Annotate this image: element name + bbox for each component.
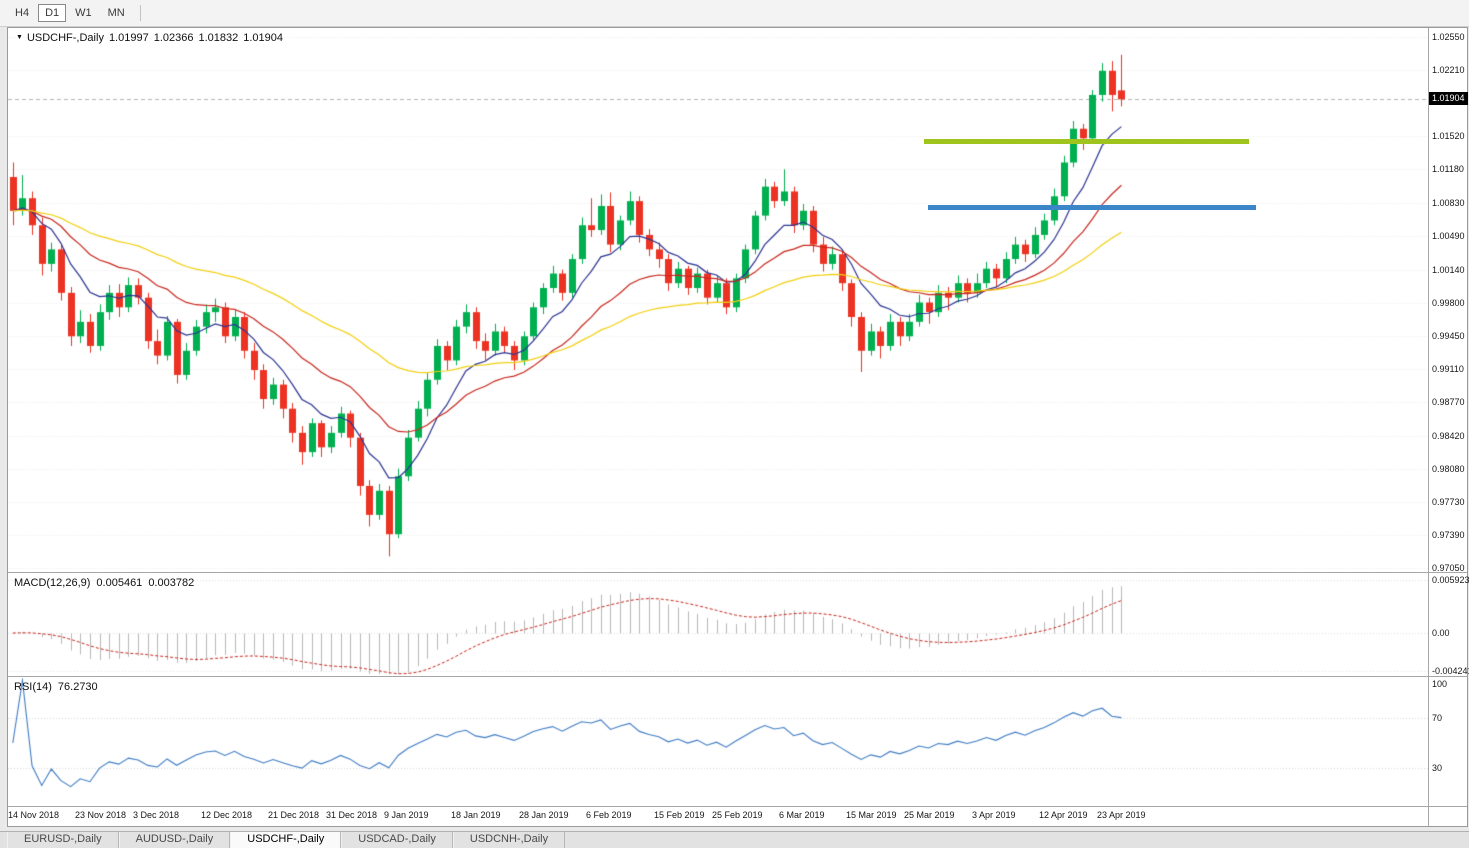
time-axis-label: 15 Feb 2019	[654, 810, 705, 820]
time-axis-label: 25 Feb 2019	[712, 810, 763, 820]
macd-signal-value: 0.003782	[148, 577, 195, 589]
rsi-axis-label: 70	[1432, 713, 1443, 723]
timeframe-mn-button[interactable]: MN	[101, 4, 132, 22]
time-axis-label: 15 Mar 2019	[846, 810, 897, 820]
ohlc-low: 1.01832	[198, 32, 239, 44]
price-axis-label: 1.01520	[1432, 131, 1465, 141]
time-axis-label: 12 Dec 2018	[201, 810, 253, 820]
time-axis-label: 28 Jan 2019	[519, 810, 569, 820]
time-axis-label: 9 Jan 2019	[384, 810, 429, 820]
time-axis-label: 31 Dec 2018	[326, 810, 378, 820]
price-chart-canvas[interactable]	[8, 28, 1428, 572]
price-axis-label: 0.97050	[1432, 563, 1465, 573]
tab-usdchf-daily[interactable]: USDCHF-,Daily	[230, 832, 342, 848]
macd-label: MACD(12,26,9) 0.005461 0.003782	[14, 577, 194, 589]
price-axis-label: 0.98080	[1432, 464, 1465, 474]
price-axis-label: 0.99450	[1432, 331, 1465, 341]
price-axis-label: 0.99110	[1432, 364, 1464, 374]
tab-eurusd-daily[interactable]: EURUSD-,Daily	[7, 832, 119, 848]
time-axis-label: 6 Mar 2019	[779, 810, 825, 820]
timeframe-w1-button[interactable]: W1	[68, 4, 99, 22]
collapse-arrow-icon: ▼	[16, 34, 23, 41]
panel-splitter[interactable]	[8, 572, 1467, 573]
macd-axis-label: 0.005923	[1432, 575, 1469, 585]
price-axis-label: 1.01180	[1432, 164, 1464, 174]
time-axis-border	[8, 806, 1467, 807]
ohlc-close: 1.01904	[243, 32, 283, 44]
price-axis-label: 0.97730	[1432, 497, 1465, 507]
rsi-axis-label: 100	[1432, 679, 1448, 689]
chart-window: ▼ USDCHF-,Daily 1.01997 1.02366 1.01832 1.019…	[7, 27, 1469, 827]
symbol-period-label: USDCHF-,Daily	[26, 32, 104, 44]
price-axis-label: 1.02550	[1432, 32, 1465, 42]
price-axis-label: 0.98770	[1432, 397, 1465, 407]
price-axis-label: 1.02210	[1432, 65, 1465, 75]
price-axis-separator	[1428, 28, 1429, 826]
resistance-line[interactable]	[924, 139, 1249, 144]
time-axis-label: 3 Apr 2019	[972, 810, 1016, 820]
macd-axis-label: -0.004241	[1432, 666, 1469, 676]
ohlc-open: 1.01997	[108, 32, 149, 44]
price-axis-label: 1.00490	[1432, 231, 1465, 241]
time-axis-label: 12 Apr 2019	[1039, 810, 1088, 820]
time-axis-label: 23 Nov 2018	[75, 810, 127, 820]
price-axis-label: 0.99800	[1432, 298, 1465, 308]
macd-canvas[interactable]	[8, 574, 1428, 676]
time-axis-label: 14 Nov 2018	[8, 810, 60, 820]
chart-tabs-bar: EURUSD-,Daily AUDUSD-,Daily USDCHF-,Dail…	[0, 831, 1469, 848]
chart-title: ▼ USDCHF-,Daily 1.01997 1.02366 1.01832 1.019…	[16, 32, 283, 44]
current-price-badge: 1.01904	[1429, 92, 1468, 105]
rsi-value: 76.2730	[57, 681, 98, 693]
time-axis-label: 25 Mar 2019	[904, 810, 955, 820]
price-axis-label: 0.98420	[1432, 431, 1465, 441]
support-line[interactable]	[928, 205, 1256, 210]
timeframe-toolbar: H4 D1 W1 MN	[0, 0, 1469, 27]
timeframe-d1-button[interactable]: D1	[38, 4, 67, 22]
ohlc-high: 1.02366	[153, 32, 194, 44]
price-axis-label: 1.00830	[1432, 198, 1465, 208]
time-axis-label: 18 Jan 2019	[451, 810, 501, 820]
tab-audusd-daily[interactable]: AUDUSD-,Daily	[118, 832, 231, 848]
rsi-label: RSI(14) 76.2730	[14, 681, 98, 693]
rsi-axis-label: 30	[1432, 763, 1443, 773]
price-axis-label: 0.97390	[1432, 530, 1465, 540]
rsi-name: RSI(14)	[14, 681, 52, 693]
tab-usdcnh-daily[interactable]: USDCNH-,Daily	[452, 832, 566, 848]
macd-axis-label: 0.00	[1432, 628, 1450, 638]
price-axis-label: 1.00140	[1432, 265, 1465, 275]
panel-splitter[interactable]	[8, 676, 1467, 677]
time-axis-label: 23 Apr 2019	[1097, 810, 1146, 820]
time-axis-label: 21 Dec 2018	[268, 810, 320, 820]
toolbar-separator	[139, 5, 141, 21]
macd-main-value: 0.005461	[96, 577, 143, 589]
tab-usdcad-daily[interactable]: USDCAD-,Daily	[341, 832, 453, 848]
timeframe-h4-button[interactable]: H4	[8, 4, 36, 22]
time-axis-label: 3 Dec 2018	[133, 810, 180, 820]
rsi-canvas[interactable]	[8, 678, 1428, 806]
macd-name: MACD(12,26,9)	[14, 577, 91, 589]
time-axis-label: 6 Feb 2019	[586, 810, 632, 820]
